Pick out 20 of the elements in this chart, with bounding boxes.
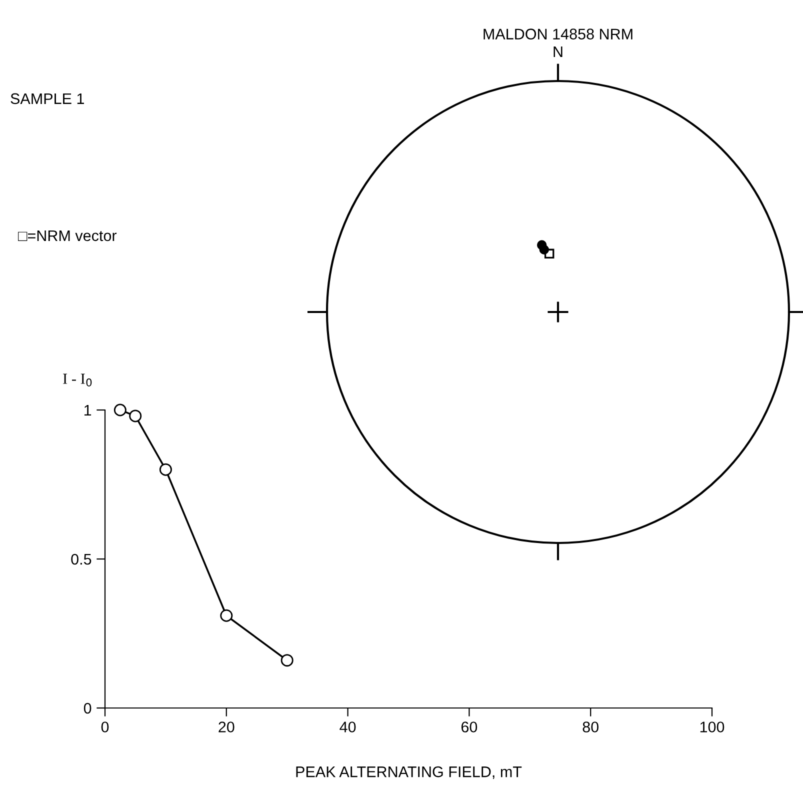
y-tick-label: 0 bbox=[84, 702, 92, 714]
point bbox=[159, 463, 172, 476]
x-axis-title: PEAK ALTERNATING FIELD, mT bbox=[296, 766, 522, 780]
point bbox=[114, 404, 126, 416]
point bbox=[280, 654, 294, 667]
text: N bbox=[554, 46, 562, 58]
x-tick-label: 0 bbox=[101, 722, 109, 732]
x-tick-label: 80 bbox=[582, 722, 598, 732]
y-tick-label: 0.5 bbox=[71, 554, 92, 565]
point bbox=[220, 609, 233, 622]
point bbox=[129, 410, 142, 422]
text: MALDON 14858 NRM bbox=[484, 28, 632, 40]
text: □=NRM vector bbox=[18, 230, 117, 242]
x-tick-label: 40 bbox=[340, 722, 356, 732]
x-tick-label: 100 bbox=[700, 722, 724, 732]
x-tick-label: 20 bbox=[218, 722, 234, 732]
y-axis-title: I - I$_{0}$ bbox=[63, 374, 92, 386]
y-tick-label: 1 bbox=[84, 405, 92, 416]
text: SAMPLE 1 bbox=[10, 93, 84, 104]
x-tick-label: 60 bbox=[461, 722, 478, 732]
